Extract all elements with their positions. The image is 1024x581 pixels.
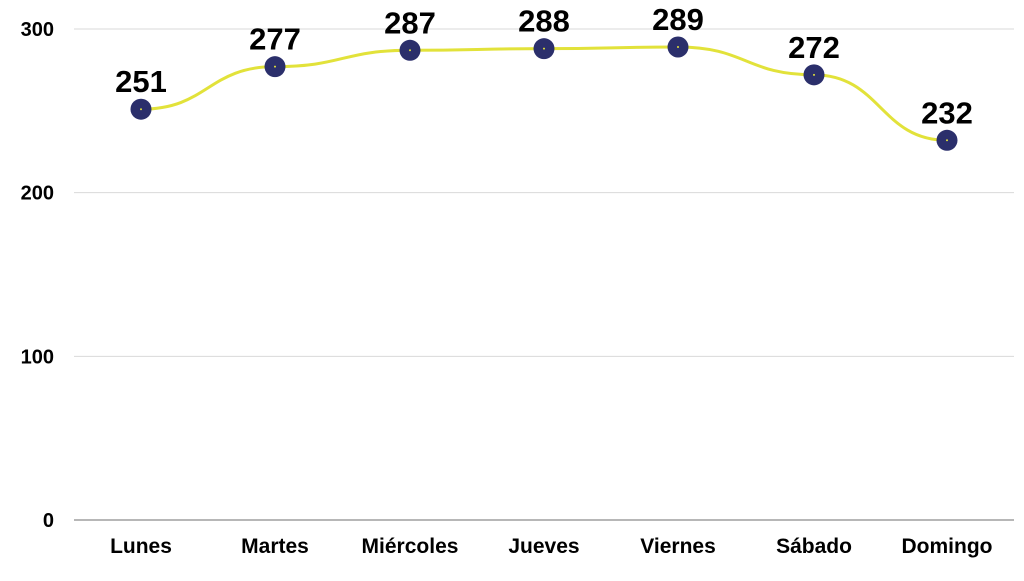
gridlines	[74, 28, 1014, 357]
data-label: 288	[518, 4, 570, 39]
data-point-center	[543, 47, 545, 50]
y-axis-ticks: 0 100 200 300	[21, 19, 54, 532]
x-tick-label: Sábado	[776, 535, 852, 558]
data-point-center	[409, 49, 411, 52]
x-axis-ticks: Lunes Martes Miércoles Jueves Viernes Sábado D…	[110, 535, 992, 558]
x-tick-label: Miércoles	[362, 535, 459, 558]
data-point-center	[274, 65, 276, 68]
data-point-center	[677, 46, 679, 49]
x-tick-label: Domingo	[902, 535, 993, 558]
markers	[130, 36, 958, 151]
data-point-center	[946, 139, 948, 142]
x-tick-label: Martes	[241, 535, 309, 558]
data-label: 272	[788, 30, 840, 65]
data-point-center	[813, 73, 815, 76]
data-label: 232	[921, 95, 973, 130]
x-tick-label: Lunes	[110, 535, 172, 558]
data-point-center	[140, 108, 142, 111]
y-tick-label: 300	[21, 19, 54, 41]
data-label: 289	[652, 2, 704, 37]
x-tick-label: Jueves	[508, 535, 579, 558]
data-label: 251	[115, 64, 167, 99]
y-tick-label: 100	[21, 346, 54, 368]
y-tick-label: 200	[21, 183, 54, 205]
data-label: 287	[384, 5, 436, 40]
data-labels: 251 277 287 288 289 272 232	[115, 2, 973, 130]
y-tick-label: 0	[43, 510, 54, 532]
data-label: 277	[249, 22, 301, 57]
x-tick-label: Viernes	[640, 535, 716, 558]
